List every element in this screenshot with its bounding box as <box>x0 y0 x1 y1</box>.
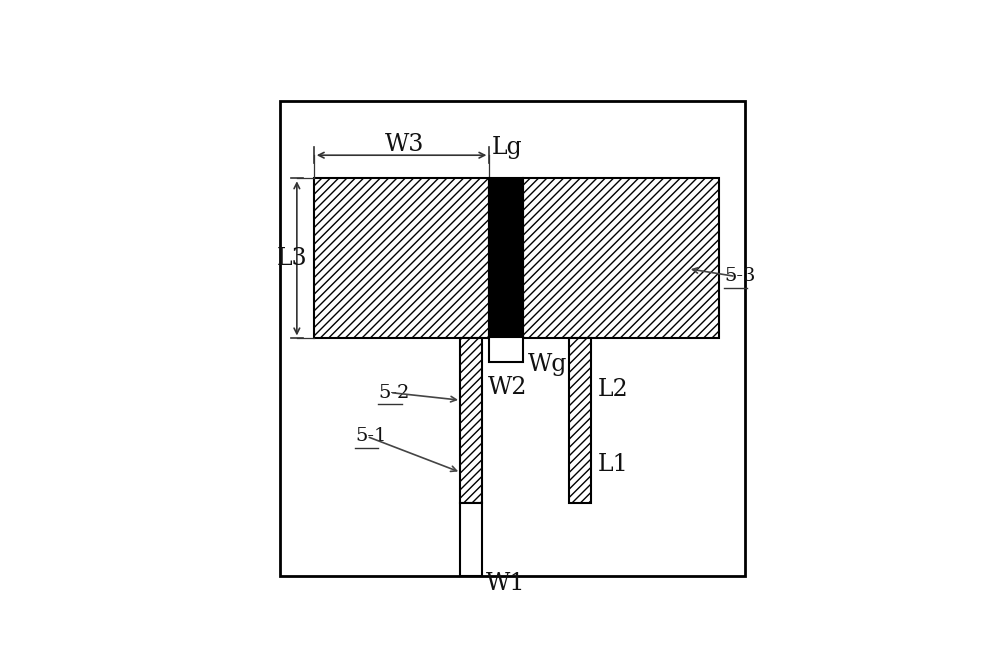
Bar <box>460 503 482 576</box>
Bar <box>523 178 719 338</box>
Text: 5-1: 5-1 <box>355 427 387 446</box>
Bar <box>569 338 591 503</box>
Bar <box>489 337 523 362</box>
Text: W3: W3 <box>384 133 424 156</box>
Bar <box>489 178 523 338</box>
Bar <box>314 178 489 338</box>
Bar <box>460 338 482 503</box>
Text: 5-3: 5-3 <box>724 267 756 285</box>
Text: 5-2: 5-2 <box>378 383 410 401</box>
Text: Lg: Lg <box>492 136 523 159</box>
Text: L3: L3 <box>277 247 308 270</box>
Text: W2: W2 <box>488 376 527 399</box>
Text: L2: L2 <box>598 379 628 401</box>
Text: W1: W1 <box>486 572 525 595</box>
Text: Wg: Wg <box>528 352 567 376</box>
Text: L1: L1 <box>598 453 628 476</box>
